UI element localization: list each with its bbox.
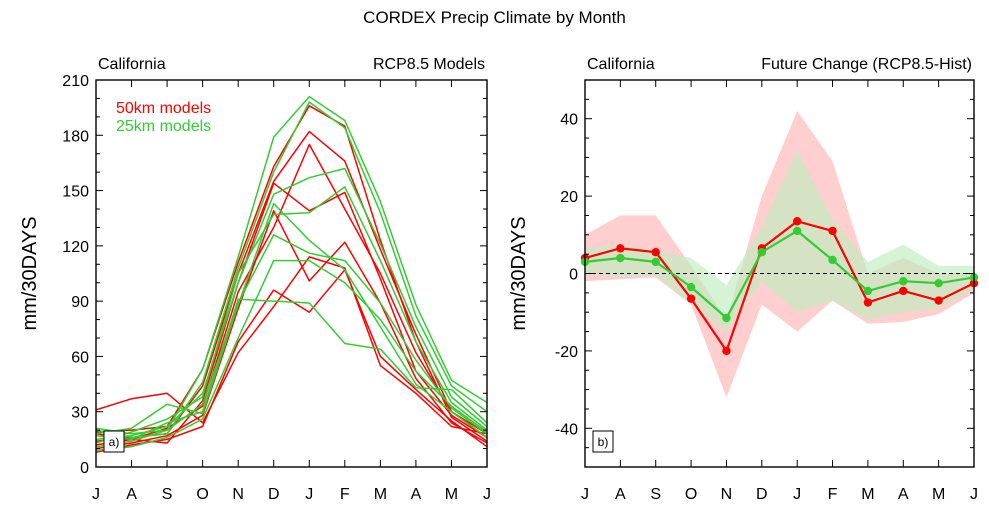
x-tick-label: A	[126, 486, 137, 503]
data-point-25km-2	[616, 253, 625, 263]
y-axis-label: mm/30DAYS	[508, 216, 530, 330]
y-tick-label: 120	[62, 239, 89, 256]
series-line-50km-1	[584, 220, 975, 352]
x-tick-label: J	[305, 486, 313, 503]
x-tick-label: M	[861, 486, 874, 503]
y-tick-label: 60	[71, 349, 89, 366]
y-tick-label: 90	[71, 294, 89, 311]
data-point-25km-11	[934, 278, 943, 288]
x-tick-label: A	[898, 486, 909, 503]
series-line-25km-8	[95, 95, 488, 435]
data-point-25km-3	[651, 257, 660, 267]
data-point-25km-7	[792, 226, 802, 236]
y-tick-label: -20	[555, 344, 578, 361]
data-point-50km-9	[863, 298, 873, 307]
x-tick-label: A	[411, 486, 422, 503]
series-line-50km-5	[95, 210, 488, 450]
x-tick-label: J	[581, 486, 589, 503]
x-tick-label: M	[932, 486, 945, 503]
y-tick-label: 0	[569, 267, 578, 284]
y-tick-label: -40	[555, 421, 578, 438]
x-tick-label: A	[615, 486, 626, 503]
data-point-25km-4	[686, 282, 696, 292]
panel-label-box	[103, 430, 125, 453]
plot-frame	[95, 79, 488, 468]
x-tick-label: N	[232, 486, 244, 503]
x-tick-label: O	[685, 486, 697, 503]
x-tick-label: J	[483, 486, 491, 503]
data-point-50km-5	[722, 346, 731, 356]
data-point-50km-11	[934, 296, 943, 305]
y-tick-label: 150	[62, 184, 89, 201]
data-point-50km-8	[828, 226, 837, 236]
series-line-25km-11	[95, 186, 488, 444]
series-line-50km-6	[95, 269, 488, 454]
y-tick-label: 210	[62, 73, 89, 90]
x-tick-label: M	[374, 486, 387, 503]
y-axis-label: mm/30DAYS	[19, 216, 41, 330]
x-tick-label: J	[92, 486, 100, 503]
series-line-25km-15	[95, 259, 488, 452]
x-tick-label: S	[162, 486, 173, 503]
y-tick-label: 40	[560, 112, 578, 129]
series-line-25km-13	[95, 234, 488, 448]
x-tick-label: D	[756, 486, 768, 503]
data-point-25km-5	[722, 313, 731, 323]
series-line-25km-10	[95, 167, 488, 441]
series-line-50km-4	[95, 182, 488, 446]
series-line-25km-9	[95, 101, 488, 439]
x-tick-label: F	[340, 486, 350, 503]
x-tick-label: N	[721, 486, 733, 503]
y-tick-label: 180	[62, 128, 89, 145]
data-point-25km-9	[863, 286, 873, 296]
data-point-50km-3	[651, 248, 660, 257]
legend-entry: 25km models	[116, 118, 211, 135]
x-tick-label: F	[828, 486, 838, 503]
y-tick-label: 0	[80, 460, 89, 477]
panel-left-title: California	[98, 56, 166, 73]
data-point-25km-8	[828, 255, 837, 265]
x-tick-label: J	[970, 486, 978, 503]
page-title: CORDEX Precip Climate by Month	[363, 8, 626, 27]
panel-label-box	[592, 430, 614, 453]
chart-panel-2: -40 -20 0 20 40 J A S O N D J F M A M J California Future …	[508, 56, 979, 503]
panel-right-title: Future Change (RCP8.5-Hist)	[761, 56, 972, 73]
series-line-25km-12	[95, 202, 488, 439]
panel-label: a)	[109, 435, 120, 449]
series-line-50km-1	[95, 256, 488, 435]
x-tick-label: S	[650, 486, 661, 503]
data-point-50km-4	[686, 294, 696, 303]
x-tick-label: J	[793, 486, 801, 503]
data-point-25km-10	[899, 277, 908, 286]
x-tick-label: M	[445, 486, 458, 503]
panel-left-title: California	[587, 56, 655, 73]
panel-label: b)	[598, 435, 609, 449]
x-tick-label: O	[196, 486, 208, 503]
data-point-50km-10	[899, 286, 908, 296]
x-tick-label: D	[268, 486, 280, 503]
legend-entry: 50km models	[116, 100, 211, 117]
data-point-50km-2	[616, 244, 625, 253]
y-tick-label: 30	[71, 405, 89, 422]
data-point-25km-6	[757, 248, 767, 257]
data-point-50km-7	[792, 217, 802, 226]
y-tick-label: 20	[560, 189, 578, 206]
panel-right-title: RCP8.5 Models	[373, 56, 485, 73]
series-line-25km-2	[584, 229, 975, 320]
chart-panel-1: 0 30 60 90 120 150 180 210 J A S O N D J F M A M J Californi…	[19, 56, 491, 503]
series-line-25km-14	[95, 298, 488, 441]
